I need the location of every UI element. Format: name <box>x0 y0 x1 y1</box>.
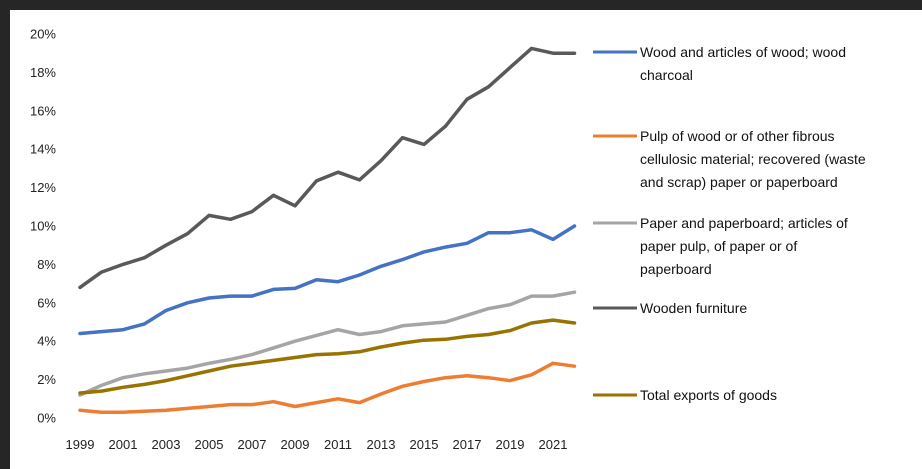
series-line-1 <box>78 361 577 414</box>
legend-entry-text: and scrap) paper or paperboard <box>640 174 838 190</box>
legend-entry-text: Pulp of wood or of other fibrous <box>640 128 835 144</box>
x-tick-label: 2021 <box>539 437 568 452</box>
series-line-2 <box>78 290 577 397</box>
y-tick-label: 10% <box>30 219 56 234</box>
x-tick-label: 2017 <box>453 437 482 452</box>
legend-entry-text: cellulosic material; recovered (waste <box>640 151 866 167</box>
x-tick-label: 2001 <box>109 437 138 452</box>
y-tick-label: 14% <box>30 142 56 157</box>
x-tick-label: 1999 <box>66 437 95 452</box>
x-tick-label: 2013 <box>367 437 396 452</box>
y-tick-label: 2% <box>37 372 56 387</box>
series-line-3 <box>78 46 577 290</box>
y-tick-label: 0% <box>37 411 56 426</box>
y-tick-label: 18% <box>30 65 56 80</box>
x-tick-label: 2015 <box>410 437 439 452</box>
y-tick-label: 12% <box>30 180 56 195</box>
legend-entry-text: Wooden furniture <box>640 300 747 316</box>
x-tick-label: 2003 <box>152 437 181 452</box>
y-tick-label: 4% <box>37 334 56 349</box>
line-chart: 0% 2% 4% 6% 8% 10% 12% 14% 16% 18% 20% 1999 2001 2003… <box>30 27 866 453</box>
legend-entry-text: Paper and paperboard; articles of <box>640 215 848 231</box>
x-tick-label: 2007 <box>238 437 267 452</box>
legend-entry-text: Total exports of goods <box>640 387 777 403</box>
legend-entry-text: paper pulp, of paper or of <box>640 238 797 254</box>
series-line-0 <box>78 224 577 336</box>
chart-panel: 0% 2% 4% 6% 8% 10% 12% 14% 16% 18% 20% 1999 2001 2003… <box>10 10 922 469</box>
legend-entry-text: charcoal <box>640 67 693 83</box>
x-tick-label: 2011 <box>324 437 352 452</box>
series-line-4 <box>78 318 577 395</box>
y-tick-label: 6% <box>37 295 56 310</box>
x-tick-label: 2005 <box>195 437 224 452</box>
x-tick-label: 2009 <box>281 437 310 452</box>
legend-entry-text: Wood and articles of wood; wood <box>640 44 846 60</box>
y-tick-label: 20% <box>30 27 56 42</box>
y-tick-label: 16% <box>30 103 56 118</box>
y-tick-label: 8% <box>37 257 56 272</box>
x-tick-label: 2019 <box>496 437 525 452</box>
legend-entry-text: paperboard <box>640 261 712 277</box>
